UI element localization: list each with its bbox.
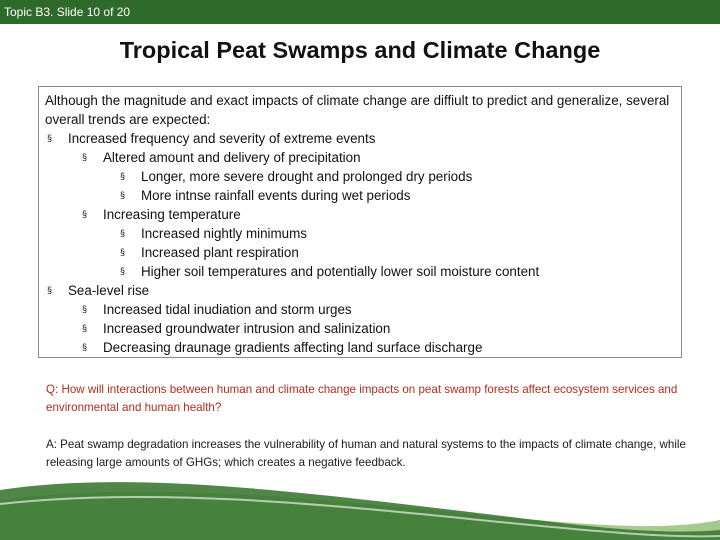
bullet-icon: § (82, 152, 88, 162)
list-item-text: Increased plant respiration (141, 245, 299, 260)
list-item-text: Increased nightly minimums (141, 226, 307, 241)
bullet-icon: § (82, 304, 88, 314)
list-item: § Increased groundwater intrusion and sal… (45, 319, 675, 338)
bullet-icon: § (120, 247, 126, 257)
intro-text: Although the magnitude and exact impacts… (45, 93, 670, 127)
answer-text: A: Peat swamp degradation increases the … (46, 438, 686, 469)
bullet-icon: § (47, 285, 53, 295)
list-item: § Increased tidal inudiation and storm ur… (45, 300, 675, 319)
list-item-text: Decreasing draunage gradients affecting … (103, 340, 483, 355)
list-item-text: Higher soil temperatures and potentially… (141, 264, 540, 279)
list-item-text: Increased tidal inudiation and storm urg… (103, 302, 352, 317)
list-item: § Increased frequency and severity of ext… (45, 129, 675, 148)
slide-title: Tropical Peat Swamps and Climate Change (119, 37, 601, 63)
bullet-list: § Increased frequency and severity of ext… (45, 129, 675, 357)
list-item: § More intnse rainfall events during wet … (45, 186, 675, 205)
list-item: § Increasing temperature (45, 205, 675, 224)
bullet-icon: § (82, 323, 88, 333)
slide-label: Topic B3. Slide 10 of 20 (4, 5, 131, 19)
list-item: § Higher soil temperatures and potentiall… (45, 262, 675, 281)
list-item-text: Increased groundwater intrusion and sali… (103, 321, 391, 336)
list-item-text: Sea-level rise (68, 283, 150, 298)
list-item-text: More intnse rainfall events during wet p… (141, 188, 411, 203)
list-item-text: Altered amount and delivery of precipita… (103, 150, 361, 165)
content-box: Although the magnitude and exact impacts… (38, 86, 682, 358)
bullet-icon: § (120, 228, 126, 238)
list-item: § Increased plant respiration (45, 243, 675, 262)
header-bar: Topic B3. Slide 10 of 20 (0, 0, 720, 24)
bullet-icon: § (120, 190, 126, 200)
bullet-icon: § (82, 209, 88, 219)
list-item-text: Increasing temperature (103, 207, 241, 222)
footer-wave-highlight (0, 495, 720, 538)
list-item: § Decreasing draunage gradients affecting… (45, 338, 675, 357)
list-item-text: Increased frequency and severity of extr… (68, 131, 376, 146)
list-item: § Sea-level rise (45, 281, 675, 300)
list-item: § Longer, more severe drought and prolong… (45, 167, 675, 186)
bullet-icon: § (120, 266, 126, 276)
footer-wave-graphic (0, 482, 720, 540)
question-text: Q: How will interactions between human a… (46, 383, 678, 414)
list-item: § Increased nightly minimums (45, 224, 675, 243)
bullet-icon: § (120, 171, 126, 181)
list-item: § Altered amount and delivery of precipit… (45, 148, 675, 167)
list-item-text: Longer, more severe drought and prolonge… (141, 169, 473, 184)
bullet-icon: § (82, 342, 88, 352)
bullet-icon: § (47, 133, 53, 143)
